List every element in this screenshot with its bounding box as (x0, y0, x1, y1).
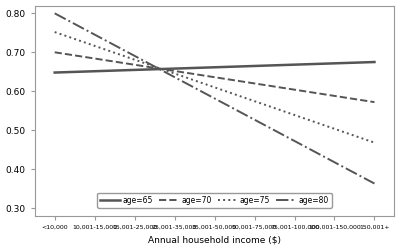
age=80 (292, 140, 297, 142)
age=80 (212, 97, 217, 100)
age=70 (372, 101, 377, 104)
age=80 (132, 54, 137, 58)
Line: age=80: age=80 (55, 13, 374, 183)
age=75 (372, 141, 377, 144)
age=75 (132, 58, 137, 61)
X-axis label: Annual household income ($): Annual household income ($) (148, 236, 281, 244)
age=70 (212, 76, 217, 79)
age=80 (52, 12, 57, 15)
age=70 (92, 57, 97, 60)
age=65 (132, 68, 137, 71)
age=65 (372, 60, 377, 64)
age=75 (332, 127, 337, 130)
age=65 (332, 62, 337, 65)
age=75 (52, 30, 57, 34)
Line: age=65: age=65 (55, 62, 374, 72)
age=80 (252, 118, 257, 121)
Line: age=70: age=70 (55, 52, 374, 102)
age=80 (92, 33, 97, 36)
Legend: age=65, age=70, age=75, age=80: age=65, age=70, age=75, age=80 (97, 193, 332, 208)
age=65 (252, 64, 257, 68)
age=70 (252, 82, 257, 85)
age=70 (172, 70, 177, 72)
age=80 (372, 182, 377, 185)
age=65 (52, 71, 57, 74)
age=70 (52, 51, 57, 54)
age=65 (92, 70, 97, 73)
age=70 (292, 88, 297, 91)
age=65 (172, 67, 177, 70)
age=75 (212, 86, 217, 89)
age=80 (172, 76, 177, 79)
age=80 (332, 161, 337, 164)
Line: age=75: age=75 (55, 32, 374, 143)
age=75 (172, 72, 177, 75)
age=70 (332, 94, 337, 98)
age=75 (92, 44, 97, 47)
age=70 (132, 63, 137, 66)
age=65 (292, 63, 297, 66)
age=75 (252, 100, 257, 103)
age=65 (212, 66, 217, 69)
age=75 (292, 114, 297, 116)
